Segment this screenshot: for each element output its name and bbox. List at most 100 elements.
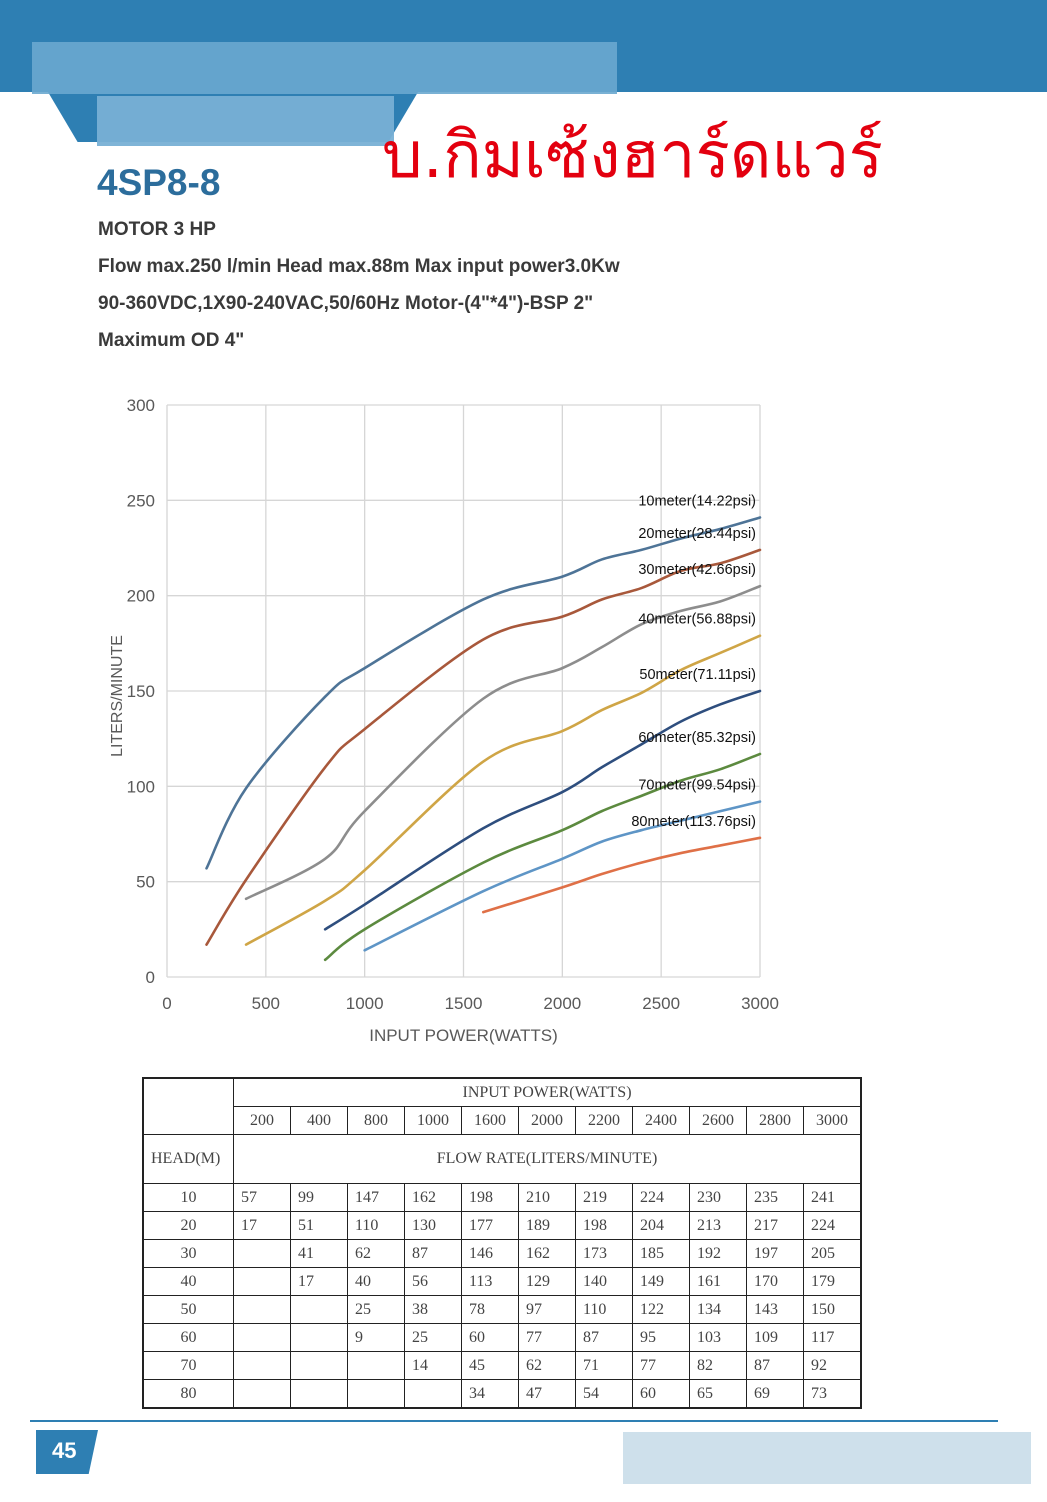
- flow-cell: 143: [746, 1295, 804, 1324]
- flow-cell: 54: [575, 1379, 633, 1409]
- y-tick-label: 150: [127, 682, 155, 701]
- flow-cell: 130: [404, 1211, 462, 1240]
- flow-cell: 56: [404, 1267, 462, 1296]
- flow-cell: [233, 1239, 291, 1268]
- x-tick-label: 2500: [642, 994, 680, 1013]
- flow-cell: 173: [575, 1239, 633, 1268]
- series-line: [205, 516, 762, 870]
- table-corner-cell: [142, 1077, 234, 1135]
- flow-cell: 161: [689, 1267, 747, 1296]
- flow-cell: 122: [632, 1295, 690, 1324]
- flow-cell: 60: [461, 1323, 519, 1352]
- series-line: [481, 836, 762, 914]
- flow-cell: 179: [803, 1267, 862, 1296]
- flow-cell: 110: [575, 1295, 633, 1324]
- flow-cell: 9: [347, 1323, 405, 1352]
- flow-cell: 134: [689, 1295, 747, 1324]
- flow-cell: 87: [746, 1351, 804, 1380]
- flow-cell: 177: [461, 1211, 519, 1240]
- flow-cell: 241: [803, 1183, 862, 1212]
- flow-cell: 69: [746, 1379, 804, 1409]
- performance-chart: 0 500 1000 1500 2000 2500 3000 0 50 100 150 200 250 3…: [109, 396, 779, 1045]
- power-header-cell: 2400: [632, 1106, 690, 1135]
- power-header-cell: 2800: [746, 1106, 804, 1135]
- flow-cell: [347, 1351, 405, 1380]
- flow-cell: 38: [404, 1295, 462, 1324]
- table-row: 80 34 47 54 60 65 69 73: [142, 1379, 862, 1409]
- flow-cell: 189: [518, 1211, 576, 1240]
- shop-name-watermark: บ.กิมเซ้งฮาร์ดแวร์: [382, 119, 883, 193]
- table-row: 40 17 40 56 113 129 140 149 161 170 179: [142, 1267, 862, 1296]
- head-cell: 60: [142, 1323, 234, 1352]
- flow-cell: 60: [632, 1379, 690, 1409]
- series-label: 80meter(113.76psi): [631, 814, 756, 830]
- y-tick-label: 200: [127, 587, 155, 606]
- flow-cell: 45: [461, 1351, 519, 1380]
- flow-cell: 71: [575, 1351, 633, 1380]
- flow-cell: 51: [290, 1211, 348, 1240]
- head-cell: 50: [142, 1295, 234, 1324]
- flow-cell: 77: [518, 1323, 576, 1352]
- power-header-cell: 200: [233, 1106, 291, 1135]
- y-axis-title: LITERS/MINUTE: [109, 635, 126, 757]
- head-cell: 40: [142, 1267, 234, 1296]
- series-line: [244, 634, 762, 946]
- y-tick-label: 300: [127, 396, 155, 415]
- spec-flow-head-power: Flow max.250 l/min Head max.88m Max inpu…: [98, 256, 620, 277]
- flow-cell: 57: [233, 1183, 291, 1212]
- power-header-cell: 3000: [803, 1106, 862, 1135]
- flow-cell: 113: [461, 1267, 519, 1296]
- series-line: [323, 752, 762, 962]
- flow-cell: 62: [518, 1351, 576, 1380]
- series-line: [363, 800, 762, 952]
- series-line: [323, 689, 762, 931]
- head-cell: 80: [142, 1379, 234, 1409]
- flow-cell: 224: [632, 1183, 690, 1212]
- flow-cell: 97: [518, 1295, 576, 1324]
- flow-cell: 62: [347, 1239, 405, 1268]
- flow-cell: 230: [689, 1183, 747, 1212]
- flow-cell: 198: [575, 1211, 633, 1240]
- flow-cell: 162: [404, 1183, 462, 1212]
- flow-cell: [290, 1379, 348, 1409]
- flow-cell: 224: [803, 1211, 862, 1240]
- table-row: 10 57 99 147 162 198 210 219 224 230 235 241: [142, 1183, 862, 1212]
- series-label: 70meter(99.54psi): [638, 778, 756, 794]
- table-row: 20 17 51 110 130 177 189 198 204 213 217 224: [142, 1211, 862, 1240]
- footer-line: [30, 1420, 998, 1422]
- power-header-cell: 2000: [518, 1106, 576, 1135]
- flow-cell: 78: [461, 1295, 519, 1324]
- x-axis-title: INPUT POWER(WATTS): [369, 1026, 558, 1045]
- series-line: [205, 548, 762, 946]
- power-header-cell: 2200: [575, 1106, 633, 1135]
- flow-cell: [233, 1379, 291, 1409]
- flow-cell: 217: [746, 1211, 804, 1240]
- x-tick-label: 1000: [346, 994, 384, 1013]
- table-row: 70 14 45 62 71 77 82 87 92: [142, 1351, 862, 1380]
- performance-table: INPUT POWER(WATTS) 200 400 800 1000 1600 2000…: [142, 1077, 862, 1409]
- flow-cell: 140: [575, 1267, 633, 1296]
- power-row: 200 400 800 1000 1600 2000 2200 2400 2600 2800 300…: [143, 1106, 862, 1135]
- y-tick-label: 0: [146, 968, 155, 987]
- flow-cell: 185: [632, 1239, 690, 1268]
- spec-motor: MOTOR 3 HP: [98, 219, 216, 240]
- flow-cell: 162: [518, 1239, 576, 1268]
- flow-cell: 17: [233, 1211, 291, 1240]
- series-label: 50meter(71.11psi): [639, 667, 756, 683]
- flow-cell: 14: [404, 1351, 462, 1380]
- power-header-cell: 1600: [461, 1106, 519, 1135]
- flow-cell: [290, 1323, 348, 1352]
- flow-cell: [233, 1295, 291, 1324]
- flow-cell: [404, 1379, 462, 1409]
- flow-cell: 205: [803, 1239, 862, 1268]
- flow-cell: 77: [632, 1351, 690, 1380]
- series-label: 60meter(85.32psi): [638, 730, 756, 746]
- series-line: [244, 584, 762, 901]
- flow-cell: 65: [689, 1379, 747, 1409]
- flow-cell: 95: [632, 1323, 690, 1352]
- flow-cell: 99: [290, 1183, 348, 1212]
- series-label: 20meter(28.44psi): [638, 526, 756, 542]
- flow-cell: 170: [746, 1267, 804, 1296]
- flow-cell: 213: [689, 1211, 747, 1240]
- flow-cell: [290, 1295, 348, 1324]
